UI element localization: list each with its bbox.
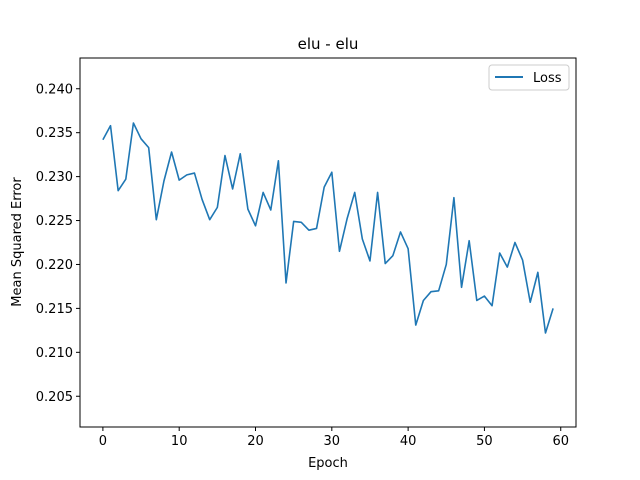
- y-tick-label: 0.225: [36, 214, 73, 229]
- y-tick-label: 0.230: [36, 170, 73, 185]
- y-tick-label: 0.205: [36, 390, 73, 405]
- x-tick-label: 20: [247, 434, 264, 449]
- x-tick-label: 60: [552, 434, 569, 449]
- plot-area: [80, 58, 576, 427]
- y-axis-label: Mean Squared Error: [10, 177, 25, 307]
- series-line-loss: [102, 122, 554, 334]
- plot-frame: [79, 57, 577, 428]
- x-tick-label: 50: [476, 434, 493, 449]
- x-axis-ticks: 0 10 20 30 40 50 60: [99, 427, 569, 449]
- x-tick-label: 10: [171, 434, 188, 449]
- x-tick-label: 40: [400, 434, 417, 449]
- y-tick-label: 0.220: [36, 258, 73, 273]
- legend-label-loss: Loss: [533, 71, 562, 86]
- legend-box: [488, 64, 570, 91]
- y-tick-label: 0.235: [36, 126, 73, 141]
- x-tick-label: 30: [324, 434, 341, 449]
- x-axis-label: Epoch: [308, 456, 348, 471]
- series-layer: [102, 122, 554, 334]
- y-tick-label: 0.215: [36, 302, 73, 317]
- plot-background: [80, 58, 576, 427]
- y-tick-label: 0.210: [36, 346, 73, 361]
- chart-title: elu - elu: [298, 35, 359, 53]
- y-axis-ticks: 0.205 0.210 0.215 0.220 0.225 0.230 0.235 0.240: [36, 82, 80, 405]
- x-tick-label: 0: [99, 434, 107, 449]
- legend: Loss: [488, 64, 570, 91]
- y-tick-label: 0.240: [36, 82, 73, 97]
